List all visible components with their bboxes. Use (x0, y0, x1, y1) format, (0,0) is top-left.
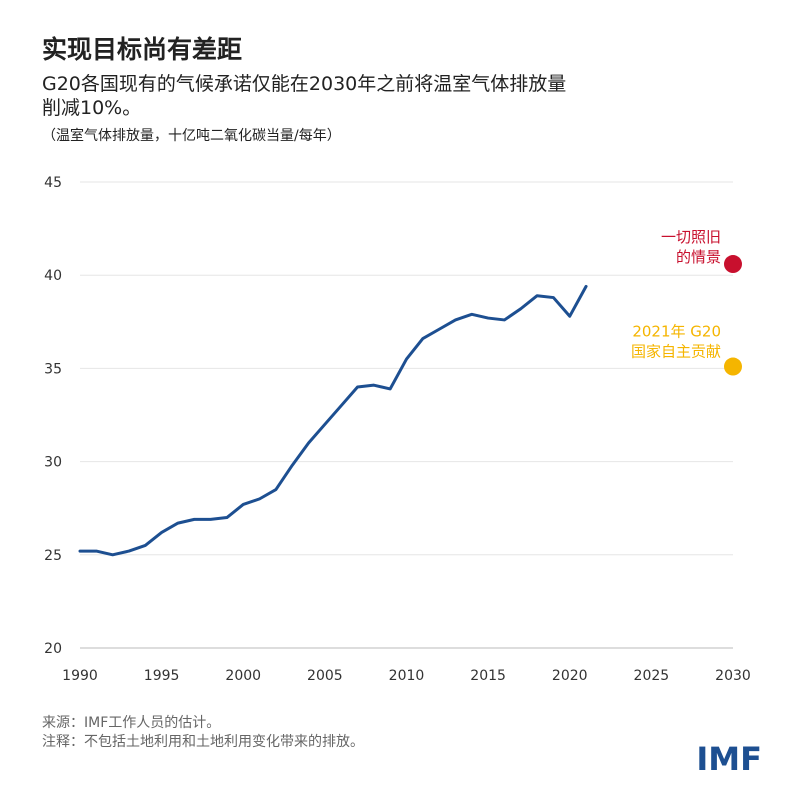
x-tick-label: 2025 (634, 668, 670, 684)
x-tick-label: 2020 (552, 668, 588, 684)
unit-label: （温室气体排放量，十亿吨二氧化碳当量/每年） (42, 127, 341, 144)
scenario-point (724, 255, 742, 274)
y-tick-label: 45 (44, 175, 62, 191)
scenario-point (724, 357, 742, 376)
x-tick-label: 2000 (225, 668, 261, 684)
logo: IMF (696, 740, 762, 778)
point-label: 一切照旧 (661, 228, 721, 246)
x-tick-label: 2030 (715, 668, 751, 684)
point-label: 的情景 (676, 248, 721, 266)
point-label: 国家自主贡献 (631, 343, 721, 361)
x-tick-label: 2005 (307, 668, 343, 684)
chart-title: 实现目标尚有差距 (42, 35, 242, 64)
y-tick-label: 35 (44, 361, 62, 377)
y-tick-label: 20 (44, 641, 62, 657)
point-label: 2021年 G20 (632, 323, 721, 341)
subtitle: G20各国现有的气候承诺仅能在2030年之前将温室气体排放量 (42, 73, 566, 95)
note: 注释：不包括土地利用和土地利用变化带来的排放。 (42, 734, 364, 750)
subtitle: 削减10%。 (42, 97, 141, 119)
x-tick-label: 1990 (62, 668, 98, 684)
x-tick-label: 2010 (389, 668, 425, 684)
source: 来源：IMF工作人员的估计。 (42, 715, 220, 731)
y-tick-label: 40 (44, 268, 62, 284)
y-tick-label: 25 (44, 548, 62, 564)
line (78, 284, 588, 557)
y-tick-label: 30 (44, 455, 62, 471)
x-tick-label: 2015 (470, 668, 506, 684)
x-tick-label: 1995 (144, 668, 180, 684)
